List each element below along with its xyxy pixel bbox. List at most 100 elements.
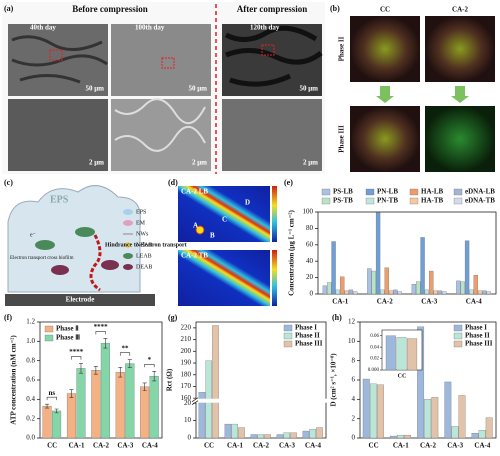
significance-bracket bbox=[95, 331, 106, 335]
bar bbox=[100, 343, 110, 439]
legend-text: PN-TB bbox=[377, 197, 398, 205]
legend-swatch bbox=[453, 324, 463, 332]
peak-label: A bbox=[193, 222, 198, 230]
y-tick-label: 0 bbox=[310, 290, 314, 298]
legend-swatch bbox=[283, 340, 293, 348]
inset-tick-label: 0.000 bbox=[368, 368, 380, 373]
bar bbox=[238, 427, 245, 439]
bar bbox=[276, 434, 284, 439]
column-label: CA-2 bbox=[452, 6, 468, 14]
inset-bar bbox=[385, 335, 396, 371]
bar bbox=[424, 289, 430, 295]
bar bbox=[42, 405, 52, 439]
legend-swatch bbox=[283, 332, 293, 340]
inset-tick-label: 0.04 bbox=[370, 345, 379, 350]
scale-label: 2 μm bbox=[89, 159, 104, 167]
bar bbox=[115, 372, 125, 439]
legend-swatch bbox=[44, 334, 54, 342]
legend-swatch bbox=[44, 325, 54, 333]
x-tick-label: CA-1 bbox=[69, 442, 85, 450]
significance-label: **** bbox=[69, 348, 84, 356]
bar bbox=[91, 370, 101, 439]
bar bbox=[420, 237, 425, 295]
bar bbox=[473, 274, 478, 295]
error-bar bbox=[152, 371, 157, 382]
legend-text: NWs bbox=[136, 231, 149, 237]
bar bbox=[416, 281, 421, 295]
bar bbox=[417, 326, 425, 439]
y-tick-label: 0 bbox=[352, 434, 356, 442]
y-tick-label: 20 bbox=[306, 273, 314, 281]
y-tick-label: 40 bbox=[306, 257, 314, 265]
x-tick-label: CA-2 bbox=[377, 298, 393, 306]
legend-text: PN-LB bbox=[377, 188, 398, 196]
y-tick-label: 190 bbox=[181, 359, 192, 367]
bar bbox=[458, 395, 466, 439]
panel-label: (f) bbox=[4, 313, 12, 322]
legend-text: Phase III bbox=[295, 340, 323, 348]
eps-title: EPS bbox=[50, 194, 69, 205]
bar bbox=[442, 291, 447, 295]
error-bar bbox=[118, 367, 123, 378]
x-tick-label: CA-2 bbox=[253, 442, 269, 450]
x-tick-label: CA-4 bbox=[466, 298, 482, 306]
bar bbox=[369, 383, 377, 439]
error-bar bbox=[93, 366, 98, 375]
error-bar bbox=[142, 382, 147, 391]
legend-text: EM bbox=[136, 220, 146, 226]
day-label: 100th day bbox=[135, 24, 165, 32]
x-tick-label: CA-1 bbox=[227, 442, 243, 450]
bar bbox=[231, 423, 238, 439]
bar bbox=[327, 282, 332, 295]
bar bbox=[353, 291, 358, 295]
x-tick-label: CA-4 bbox=[142, 442, 158, 450]
legend-text: HA-LB bbox=[421, 188, 444, 196]
scale-label: 50 μm bbox=[299, 85, 318, 93]
significance-bracket bbox=[46, 396, 57, 401]
x-tick-label: CA-3 bbox=[279, 442, 295, 450]
bar bbox=[376, 384, 384, 439]
legend-swatch bbox=[321, 197, 331, 205]
panel-label: (e) bbox=[284, 178, 293, 187]
legend-text: Phase I bbox=[465, 324, 487, 332]
x-tick-label: CA-2 bbox=[93, 442, 109, 450]
legend-swatch bbox=[453, 332, 463, 340]
bar bbox=[290, 432, 297, 439]
day-label: 120th day bbox=[250, 24, 280, 32]
legend-text: eDNA-LB bbox=[465, 188, 495, 196]
significance-bracket bbox=[71, 356, 82, 360]
bar bbox=[371, 270, 376, 295]
eem-maps bbox=[178, 186, 277, 306]
bar bbox=[367, 268, 372, 295]
bar bbox=[149, 375, 159, 439]
bar bbox=[264, 434, 271, 439]
inset-bar bbox=[407, 338, 418, 371]
y-tick-label: 12 bbox=[348, 318, 356, 326]
error-bar bbox=[127, 359, 132, 368]
legend-text: PS-TB bbox=[333, 197, 353, 205]
legend-text: EPS bbox=[136, 209, 146, 215]
bar bbox=[140, 386, 150, 439]
bar bbox=[257, 434, 264, 439]
error-bar bbox=[69, 389, 74, 398]
scale-label: 2 μm bbox=[303, 159, 318, 167]
x-tick-label: CC bbox=[47, 442, 57, 450]
x-tick-label: CA-3 bbox=[117, 442, 133, 450]
heading: Before compression bbox=[72, 4, 147, 14]
bar bbox=[380, 289, 385, 295]
bar bbox=[424, 399, 432, 439]
bar bbox=[375, 212, 381, 295]
y-tick-label: 6 bbox=[352, 376, 356, 384]
plot-frame bbox=[317, 211, 497, 295]
y-tick-label: 0.0 bbox=[26, 434, 35, 442]
bar bbox=[444, 381, 452, 439]
panel-label: (d) bbox=[168, 178, 178, 187]
y-tick-label: 10 bbox=[184, 416, 192, 424]
scale-label: 2 μm bbox=[192, 159, 207, 167]
significance-label: ns bbox=[49, 389, 56, 397]
heading: After compression bbox=[237, 4, 307, 14]
sem-images bbox=[8, 24, 323, 171]
column-label: CC bbox=[380, 6, 390, 14]
legend-text: PS-LB bbox=[333, 188, 353, 196]
